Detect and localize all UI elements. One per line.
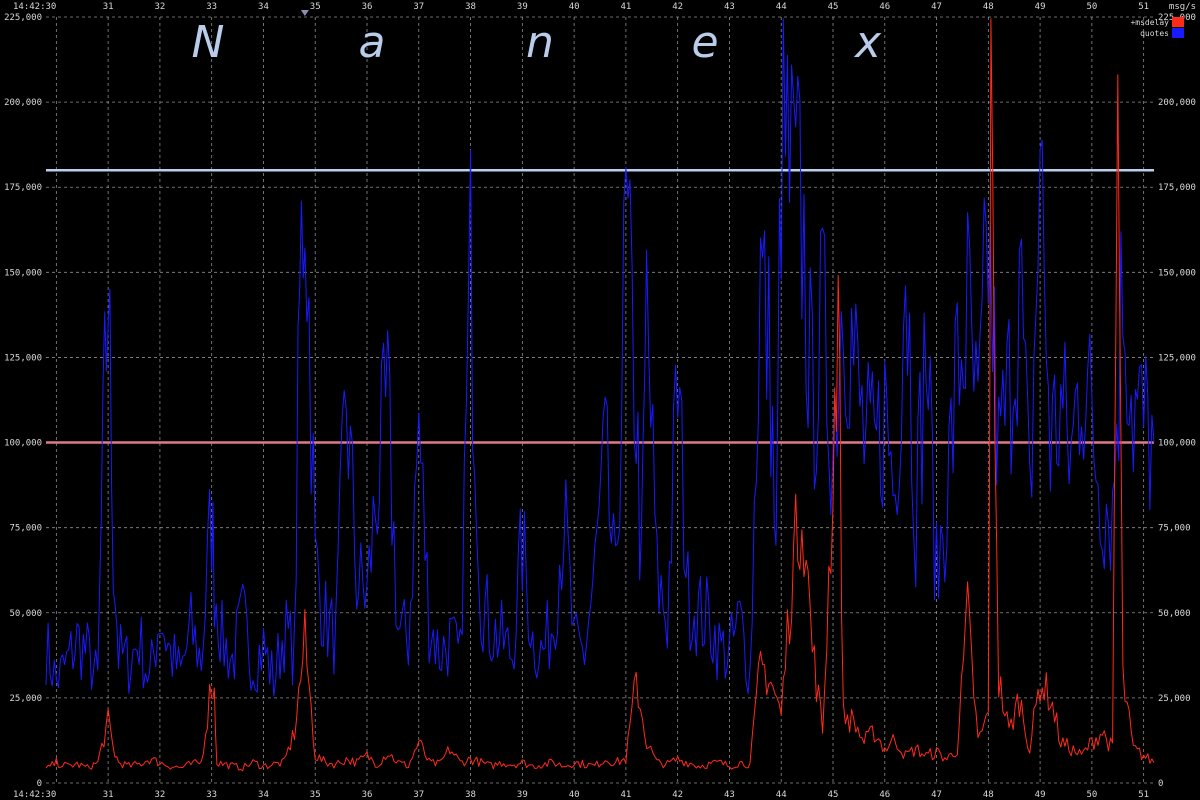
watermark-letter: a [359, 17, 386, 68]
y-tick-label-right: 150,000 [1158, 268, 1196, 278]
x-tick-label-top: 40 [569, 2, 580, 12]
x-tick-label-bottom: 40 [569, 790, 580, 800]
x-tick-label-bottom: 32 [154, 790, 165, 800]
x-tick-label-bottom: 38 [465, 790, 476, 800]
y-tick-label-right: 0 [1158, 779, 1163, 789]
legend: +msdelay quotes [1130, 17, 1184, 38]
x-tick-label-top: 44 [776, 2, 787, 12]
y-tick-label-left: 225,000 [4, 13, 42, 23]
x-tick-label-bottom: 42 [672, 790, 683, 800]
x-tick-label-top: 42 [672, 2, 683, 12]
x-tick-label-bottom: 50 [1086, 790, 1097, 800]
x-tick-label-bottom: 37 [413, 790, 424, 800]
x-tick-label-bottom: 14:42:30 [13, 790, 56, 800]
x-tick-label-bottom: 48 [983, 790, 994, 800]
x-tick-label-top: 35 [310, 2, 321, 12]
x-tick-label-bottom: 47 [931, 790, 942, 800]
x-tick-label-bottom: 36 [362, 790, 373, 800]
x-tick-label-top: 46 [879, 2, 890, 12]
x-tick-label-top: 43 [724, 2, 735, 12]
x-tick-label-top: 47 [931, 2, 942, 12]
y-tick-label-right: 100,000 [1158, 439, 1196, 449]
time-marker-icon [300, 10, 309, 16]
x-tick-label-bottom: 51 [1138, 790, 1149, 800]
y-tick-label-left: 0 [37, 779, 42, 789]
axis-layer: 0 0 25,000 25,000 50,000 50,000 75,000 75,000 10… [4, 2, 1196, 800]
x-tick-label-top: 41 [620, 2, 631, 12]
x-tick-label-top: 34 [258, 2, 269, 12]
x-tick-label-top: 39 [517, 2, 528, 12]
y-tick-label-left: 50,000 [9, 609, 42, 619]
legend-label: +msdelay [1130, 18, 1169, 27]
x-tick-label-bottom: 34 [258, 790, 269, 800]
series-line-quotes [45, 18, 1155, 697]
y-tick-label-left: 100,000 [4, 439, 42, 449]
x-tick-label-bottom: 49 [1035, 790, 1046, 800]
x-tick-label-top: 50 [1086, 2, 1097, 12]
x-tick-label-bottom: 43 [724, 790, 735, 800]
x-tick-label-bottom: 39 [517, 790, 528, 800]
y-tick-label-left: 200,000 [4, 98, 42, 108]
x-tick-label-top: 38 [465, 2, 476, 12]
series-layer [45, 18, 1155, 772]
x-tick-label-top: 33 [206, 2, 217, 12]
y-tick-label-right: 200,000 [1158, 98, 1196, 108]
watermark-letter: n [526, 17, 554, 68]
legend-label: quotes [1140, 29, 1169, 38]
watermark-letter: N [192, 17, 225, 68]
y-tick-label-left: 175,000 [4, 183, 42, 193]
grid-layer [46, 16, 1154, 784]
y-tick-label-right: 75,000 [1158, 524, 1191, 534]
x-tick-label-bottom: 35 [310, 790, 321, 800]
x-tick-label-bottom: 31 [103, 790, 114, 800]
x-tick-label-top: 45 [828, 2, 839, 12]
x-tick-label-top: 36 [362, 2, 373, 12]
legend-swatch [1172, 17, 1184, 27]
x-tick-label-bottom: 46 [879, 790, 890, 800]
y-tick-label-right: 175,000 [1158, 183, 1196, 193]
x-tick-label-top: 14:42:30 [13, 2, 56, 12]
y-unit-label: msg/s [1169, 2, 1196, 12]
x-tick-label-bottom: 41 [620, 790, 631, 800]
y-tick-label-right: 25,000 [1158, 694, 1191, 704]
y-tick-label-left: 150,000 [4, 268, 42, 278]
x-tick-label-bottom: 45 [828, 790, 839, 800]
x-tick-label-top: 31 [103, 2, 114, 12]
legend-swatch [1172, 28, 1184, 38]
series-line-msdelay [45, 18, 1155, 772]
watermark-letter: x [853, 17, 882, 68]
x-tick-label-top: 48 [983, 2, 994, 12]
x-tick-label-bottom: 44 [776, 790, 787, 800]
x-tick-label-top: 37 [413, 2, 424, 12]
x-tick-label-top: 49 [1035, 2, 1046, 12]
y-tick-label-right: 125,000 [1158, 353, 1196, 363]
x-tick-label-top: 51 [1138, 2, 1149, 12]
watermark-letter: e [691, 17, 718, 68]
y-tick-label-right: 50,000 [1158, 609, 1191, 619]
y-tick-label-left: 125,000 [4, 353, 42, 363]
reference-lines [46, 168, 1154, 444]
y-tick-label-left: 25,000 [9, 694, 42, 704]
y-tick-label-left: 75,000 [9, 524, 42, 534]
x-tick-label-top: 32 [154, 2, 165, 12]
x-tick-label-bottom: 33 [206, 790, 217, 800]
